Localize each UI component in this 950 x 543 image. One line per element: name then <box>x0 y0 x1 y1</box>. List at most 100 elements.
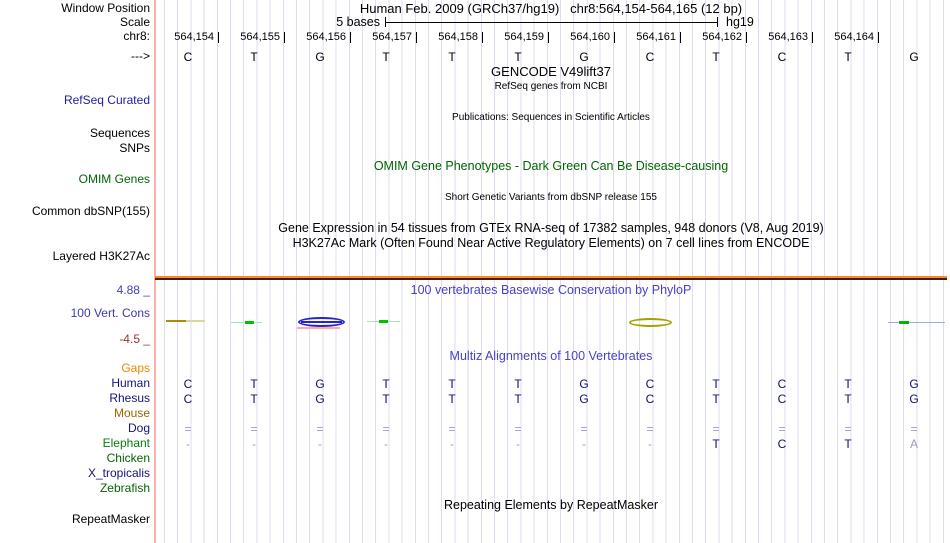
phylop-underline-pink <box>297 327 340 329</box>
position-label: 564,154 <box>174 31 214 43</box>
phylop-dash-olive-light <box>186 320 205 322</box>
position-tick <box>482 32 483 43</box>
species-label-mouse[interactable]: Mouse <box>113 406 150 420</box>
track-label-sequences[interactable]: Sequences <box>89 126 150 140</box>
multiz-cell: G <box>579 377 589 391</box>
label-boundary-line <box>154 0 156 543</box>
multiz-cell: - <box>318 437 322 451</box>
multiz-cell: = <box>712 422 720 436</box>
gencode-track-title[interactable]: GENCODE V49lift37 <box>491 64 611 79</box>
phylop-dash-olive-dark <box>166 320 186 322</box>
phylop-ellipse-olive <box>629 318 672 327</box>
multiz-cell: T <box>844 437 852 451</box>
species-label-human[interactable]: Human <box>111 376 150 390</box>
position-label: 564,164 <box>834 31 874 43</box>
sequence-base: T <box>250 50 258 64</box>
multiz-cell: T <box>712 377 720 391</box>
repeatmasker-track-title[interactable]: Repeating Elements by RepeatMasker <box>443 498 658 512</box>
multiz-cell: C <box>777 377 787 391</box>
position-tick <box>218 32 219 43</box>
position-label: 564,163 <box>768 31 808 43</box>
multiz-cell: T <box>250 392 258 406</box>
track-label-layered-h3k27ac[interactable]: Layered H3K27Ac <box>52 249 150 263</box>
multiz-cell: - <box>582 437 586 451</box>
dbsnp-track-subtitle[interactable]: Short Genetic Variants from dbSNP releas… <box>445 192 657 203</box>
omim-track-title[interactable]: OMIM Gene Phenotypes - Dark Green Can Be… <box>373 159 729 173</box>
position-label: 564,158 <box>438 31 478 43</box>
track-label-common-dbsnp[interactable]: Common dbSNP(155) <box>31 204 150 218</box>
multiz-cell: T <box>514 377 522 391</box>
multiz-cell: T <box>448 377 456 391</box>
position-tick <box>680 32 681 43</box>
multiz-cell: - <box>252 437 256 451</box>
strand-arrow-label[interactable]: ---> <box>131 49 150 63</box>
track-label-omim-genes[interactable]: OMIM Genes <box>78 172 150 186</box>
track-image-area[interactable] <box>155 0 947 543</box>
scale-bar <box>385 22 718 23</box>
species-label-chicken[interactable]: Chicken <box>106 451 150 465</box>
gtex-track-title[interactable]: Gene Expression in 54 tissues from GTEx … <box>278 221 824 235</box>
position-tick <box>284 32 285 43</box>
sequence-base: G <box>579 50 589 64</box>
multiz-cell: - <box>384 437 388 451</box>
position-label: 564,159 <box>504 31 544 43</box>
track-label-refseq-curated[interactable]: RefSeq Curated <box>63 93 150 107</box>
sequence-base: G <box>315 50 325 64</box>
multiz-cell: T <box>382 377 390 391</box>
species-label-rhesus[interactable]: Rhesus <box>109 391 150 405</box>
multiz-cell: G <box>579 392 589 406</box>
species-label-elephant[interactable]: Elephant <box>102 436 150 450</box>
position-tick <box>350 32 351 43</box>
position-label: 564,162 <box>702 31 742 43</box>
multiz-cell: T <box>382 392 390 406</box>
sequence-base: C <box>645 50 655 64</box>
phylop-ellipse-blue <box>298 317 345 327</box>
position-label: 564,155 <box>240 31 280 43</box>
position-label: 564,160 <box>570 31 610 43</box>
species-label-dog[interactable]: Dog <box>127 421 150 435</box>
multiz-cell: T <box>844 392 852 406</box>
multiz-cell: G <box>909 392 919 406</box>
multiz-cell: C <box>183 377 193 391</box>
multiz-cell: = <box>382 422 390 436</box>
publications-track-subtitle[interactable]: Publications: Sequences in Scientific Ar… <box>452 112 650 123</box>
phylop-track-title[interactable]: 100 vertebrates Basewise Conservation by… <box>410 283 692 297</box>
multiz-cell: - <box>648 437 652 451</box>
species-label-x_tropicalis[interactable]: X_tropicalis <box>87 466 150 480</box>
multiz-cell: = <box>184 422 192 436</box>
conservation-min-value: -4.5 _ <box>119 332 150 346</box>
multiz-cell: T <box>712 392 720 406</box>
multiz-cell: T <box>844 377 852 391</box>
multiz-cell: T <box>250 377 258 391</box>
multiz-cell: - <box>450 437 454 451</box>
multiz-cell: - <box>516 437 520 451</box>
multiz-track-title[interactable]: Multiz Alignments of 100 Vertebrates <box>449 349 653 363</box>
track-label-repeatmasker[interactable]: RepeatMasker <box>71 512 150 526</box>
h3k27ac-track-title[interactable]: H3K27Ac Mark (Often Found Near Active Re… <box>292 236 810 250</box>
species-label-zebrafish[interactable]: Zebrafish <box>99 481 150 495</box>
multiz-cell: = <box>778 422 786 436</box>
multiz-cell: C <box>777 437 787 451</box>
refseq-track-subtitle[interactable]: RefSeq genes from NCBI <box>494 81 608 92</box>
conservation-max-value: 4.88 _ <box>116 283 150 297</box>
sequence-base: T <box>448 50 456 64</box>
position-tick <box>548 32 549 43</box>
position-label: 564,157 <box>372 31 412 43</box>
scale-bar-left-tick <box>385 17 386 27</box>
multiz-cell: = <box>514 422 522 436</box>
position-title: Human Feb. 2009 (GRCh37/hg19) chr8:564,1… <box>359 1 743 16</box>
multiz-cell: T <box>448 392 456 406</box>
species-label-gaps[interactable]: Gaps <box>121 361 150 375</box>
multiz-cell: = <box>646 422 654 436</box>
track-label-100-vert-cons[interactable]: 100 Vert. Cons <box>70 306 150 320</box>
assembly-label: hg19 <box>726 15 754 29</box>
scale-bar-right-tick <box>717 17 718 27</box>
multiz-cell: T <box>514 392 522 406</box>
multiz-cell: A <box>909 437 919 451</box>
multiz-cell: = <box>580 422 588 436</box>
phylop-tick-green-3 <box>899 321 909 324</box>
position-tick <box>746 32 747 43</box>
track-label-snps[interactable]: SNPs <box>119 141 150 155</box>
multiz-cell: - <box>186 437 190 451</box>
